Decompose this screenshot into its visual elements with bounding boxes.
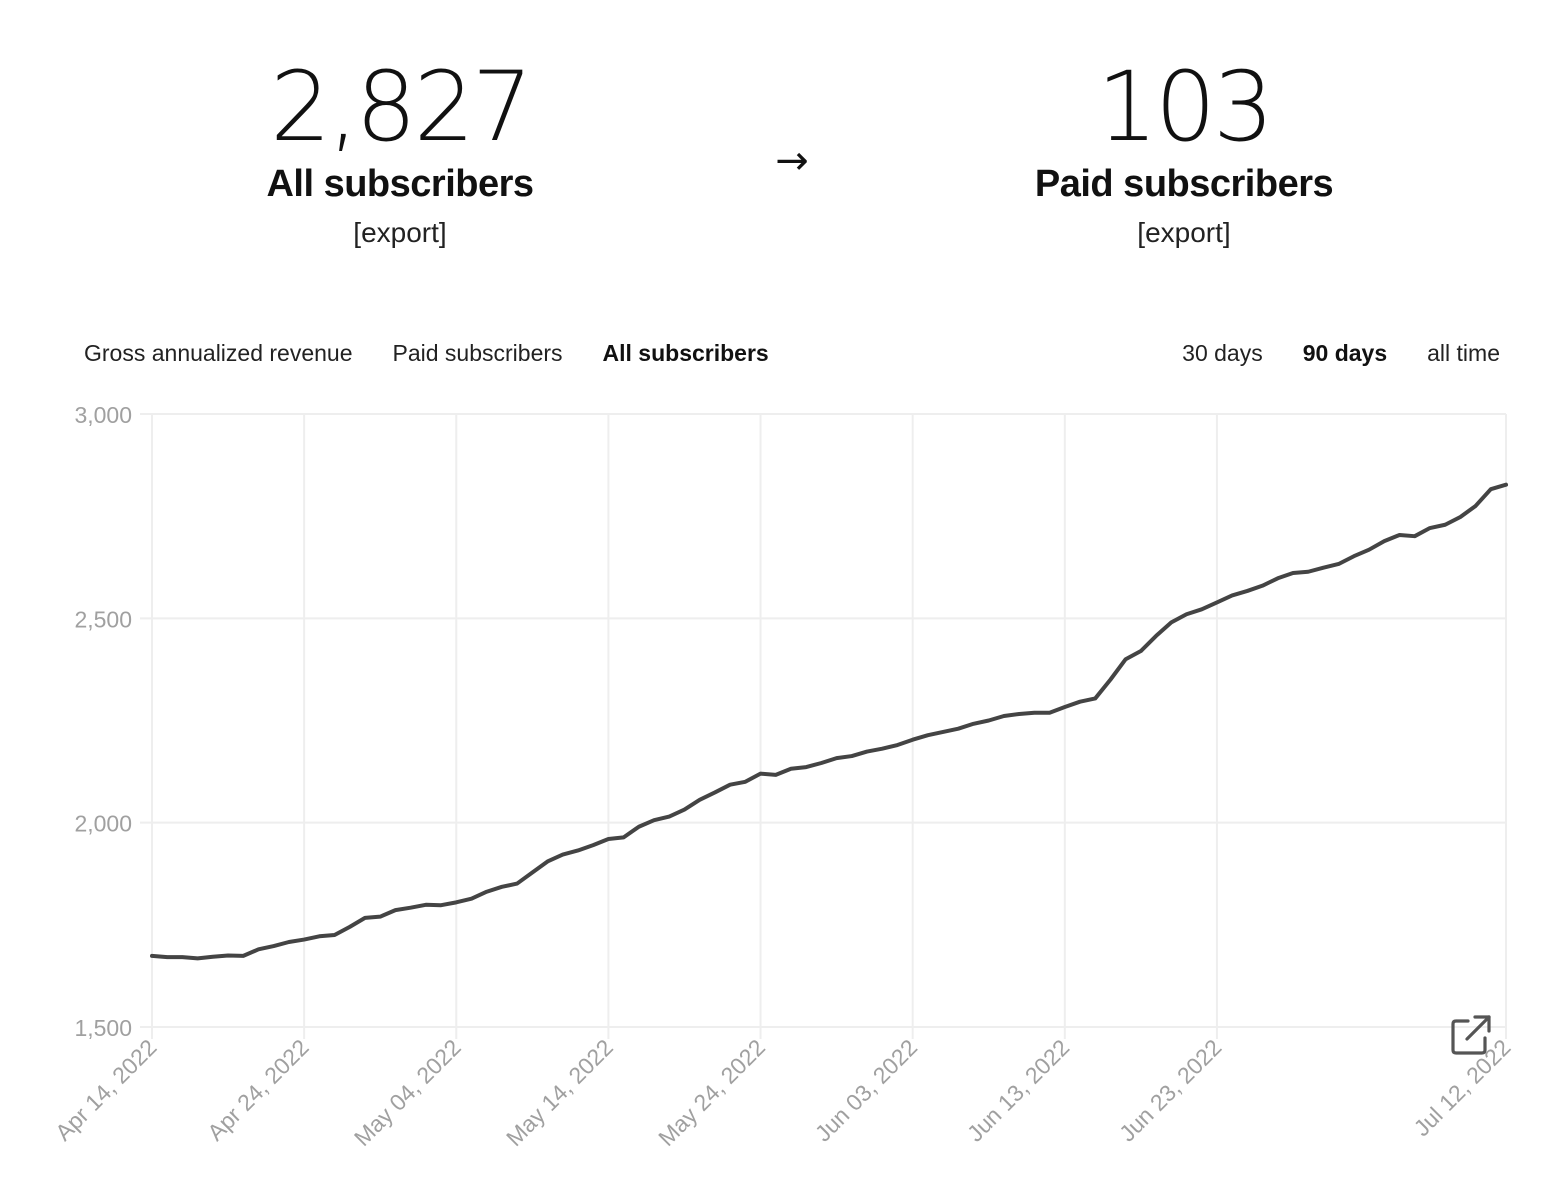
metric-tabs: Gross annualized revenue Paid subscriber… bbox=[84, 336, 769, 370]
all-subscribers-label: All subscribers bbox=[266, 163, 534, 205]
range-tabs: 30 days 90 days all time bbox=[1182, 336, 1500, 370]
all-subscribers-summary: 2,827 All subscribers [export] bbox=[140, 52, 660, 250]
tab-gross-annualized-revenue[interactable]: Gross annualized revenue bbox=[84, 340, 353, 366]
x-tick-label: Jun 23, 2022 bbox=[1114, 1034, 1226, 1146]
tab-90-days[interactable]: 90 days bbox=[1302, 340, 1388, 366]
y-tick-label: 1,500 bbox=[74, 1015, 132, 1041]
external-link-icon[interactable] bbox=[1448, 1012, 1494, 1058]
x-tick-label: Jun 03, 2022 bbox=[810, 1034, 922, 1146]
chart-grid bbox=[140, 413, 1507, 1039]
y-tick-label: 3,000 bbox=[74, 402, 132, 428]
x-tick-label: May 24, 2022 bbox=[653, 1034, 770, 1151]
y-tick-label: 2,500 bbox=[74, 606, 132, 632]
arrow-right-icon: → bbox=[775, 138, 809, 184]
tab-all-time[interactable]: all time bbox=[1427, 340, 1500, 366]
x-tick-label: Apr 14, 2022 bbox=[50, 1034, 162, 1146]
tab-paid-subscribers[interactable]: Paid subscribers bbox=[392, 340, 563, 366]
paid-subscribers-summary: 103 Paid subscribers [export] bbox=[924, 52, 1444, 250]
x-tick-label: May 04, 2022 bbox=[349, 1034, 466, 1151]
all-subscribers-count: 2,827 bbox=[270, 51, 533, 163]
paid-subscribers-count: 103 bbox=[1096, 51, 1274, 163]
tab-30-days[interactable]: 30 days bbox=[1182, 340, 1263, 366]
x-tick-label: Jun 13, 2022 bbox=[962, 1034, 1074, 1146]
all-subscribers-export-link[interactable]: [export] bbox=[353, 217, 447, 248]
x-tick-label: May 14, 2022 bbox=[501, 1034, 618, 1151]
paid-subscribers-export-link[interactable]: [export] bbox=[1137, 217, 1231, 248]
y-tick-label: 2,000 bbox=[74, 811, 132, 837]
y-axis-ticks: 1,500 2,000 2,500 3,000 bbox=[74, 402, 132, 1041]
x-tick-label: Apr 24, 2022 bbox=[202, 1034, 314, 1146]
paid-subscribers-label: Paid subscribers bbox=[1034, 163, 1334, 205]
chart-series bbox=[150, 482, 1508, 961]
tab-all-subscribers[interactable]: All subscribers bbox=[602, 340, 769, 366]
series-line-all-subscribers bbox=[150, 482, 1508, 961]
x-axis-ticks: Apr 14, 2022 Apr 24, 2022 May 04, 2022 May … bbox=[50, 1034, 1516, 1151]
